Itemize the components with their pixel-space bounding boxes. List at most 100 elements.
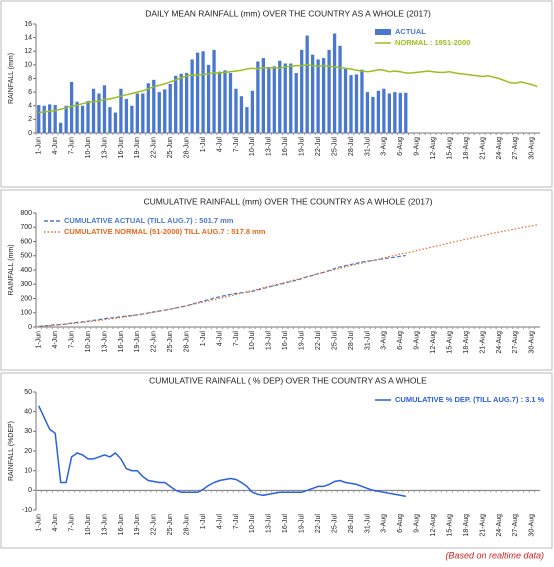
x-tick-label: 31-Jul — [364, 514, 371, 534]
bar — [404, 92, 408, 133]
x-tick-label: 22-Jul — [315, 331, 322, 351]
bar — [398, 92, 402, 133]
x-tick-label: 7-Jun — [68, 331, 75, 349]
y-tick-label: 800 — [20, 210, 32, 217]
x-tick-label: 15-Aug — [446, 331, 453, 354]
bar — [321, 58, 326, 133]
bar — [119, 88, 123, 133]
y-tick-label: 4 — [28, 103, 32, 110]
x-tick-label: 4-Jun — [52, 514, 59, 532]
x-tick-label: 1-Jun — [36, 514, 43, 532]
legend-label: CUMULATIVE % DEP. (TILL AUG.7) : 3.1 % — [395, 395, 545, 404]
y-tick-label: 10 — [24, 468, 32, 475]
bar — [179, 73, 183, 133]
x-tick-label: 7-Jun — [68, 137, 75, 155]
x-tick-label: 21-Aug — [479, 137, 486, 160]
bar — [387, 93, 391, 133]
x-tick-label: 28-Jun — [183, 514, 190, 536]
x-tick-label: 3-Aug — [381, 331, 388, 350]
bar — [223, 70, 227, 133]
x-tick-label: 22-Jun — [151, 514, 158, 536]
y-tick-label: 16 — [24, 21, 32, 28]
bar — [108, 107, 112, 133]
y-tick-label: 0 — [28, 487, 32, 494]
x-tick-label: 19-Jun — [134, 331, 141, 353]
x-tick-label: 22-Jul — [315, 514, 322, 534]
bar — [174, 75, 178, 133]
bar — [37, 105, 41, 133]
x-tick-label: 22-Jun — [151, 331, 158, 353]
y-tick-label: 40 — [24, 409, 32, 416]
x-tick-label: 3-Aug — [381, 137, 388, 156]
x-tick-label: 10-Jun — [85, 137, 92, 159]
x-tick-label: 10-Jun — [85, 514, 92, 536]
bar — [343, 68, 348, 133]
x-tick-label: 27-Aug — [512, 137, 519, 160]
x-tick-label: 1-Jul — [200, 331, 207, 347]
y-tick-label: -10 — [22, 507, 32, 514]
legend-swatch — [375, 29, 391, 35]
x-tick-label: 25-Jul — [331, 514, 338, 534]
bar — [97, 93, 101, 133]
x-tick-label: 19-Jun — [134, 514, 141, 536]
chart-title: CUMULATIVE RAINFALL (mm) OVER THE COUNTR… — [143, 196, 432, 206]
y-tick-label: 14 — [24, 34, 32, 41]
line-series — [38, 224, 538, 328]
bar — [146, 83, 150, 133]
x-tick-label: 9-Aug — [414, 331, 421, 350]
bar — [206, 64, 211, 133]
x-tick-label: 10-Jun — [85, 331, 92, 353]
bar — [91, 88, 96, 133]
x-tick-label: 25-Jun — [167, 137, 174, 159]
x-tick-label: 25-Jun — [167, 514, 174, 536]
bar — [338, 45, 342, 133]
bar — [365, 92, 370, 133]
y-tick-label: 12 — [24, 48, 32, 55]
bar — [316, 59, 320, 133]
x-tick-label: 24-Aug — [496, 331, 503, 354]
bar — [64, 105, 68, 133]
bar — [278, 60, 282, 133]
x-tick-label: 18-Aug — [463, 331, 470, 354]
x-tick-label: 21-Aug — [479, 514, 486, 537]
bar — [256, 61, 260, 133]
x-tick-label: 12-Aug — [430, 331, 437, 354]
x-tick-label: 13-Jun — [101, 331, 108, 353]
y-tick-label: 8 — [28, 75, 32, 82]
x-tick-label: 16-Jun — [118, 331, 125, 353]
y-axis-label: RAINFALL (mm) — [8, 244, 15, 295]
x-tick-label: 16-Jun — [118, 514, 125, 536]
x-tick-label: 30-Aug — [529, 331, 536, 354]
bar — [294, 73, 298, 133]
x-tick-label: 9-Aug — [414, 514, 421, 533]
chart-title: CUMULATIVE RAINFALL ( % DEP) OVER THE CO… — [149, 375, 427, 385]
x-tick-label: 18-Aug — [463, 514, 470, 537]
x-tick-label: 4-Jul — [216, 514, 223, 530]
x-tick-label: 13-Jul — [266, 137, 273, 157]
x-tick-label: 25-Jul — [331, 137, 338, 157]
bar — [289, 63, 293, 134]
bar — [124, 98, 129, 133]
bar — [168, 83, 172, 133]
x-tick-label: 7-Jul — [233, 514, 240, 530]
x-tick-label: 7-Jun — [68, 514, 75, 532]
x-tick-label: 30-Aug — [529, 137, 536, 160]
x-tick-label: 15-Aug — [446, 514, 453, 537]
bar — [376, 90, 381, 133]
bar — [245, 107, 249, 133]
x-tick-label: 28-Jul — [348, 514, 355, 534]
bar — [163, 89, 167, 133]
x-tick-label: 4-Jul — [216, 137, 223, 153]
x-tick-label: 13-Jun — [101, 514, 108, 536]
legend-label: CUMULATIVE NORMAL (51-2000) TILL AUG.7 :… — [64, 227, 266, 236]
x-tick-label: 1-Jun — [36, 137, 43, 155]
bar — [157, 92, 161, 133]
line-series — [38, 64, 538, 114]
bar — [354, 74, 359, 133]
bar — [113, 112, 118, 133]
y-tick-label: 600 — [20, 238, 32, 245]
legend-label: NORMAL : 1951-2000 — [395, 38, 470, 47]
y-tick-label: 0 — [28, 130, 32, 137]
line-series — [38, 254, 406, 327]
x-tick-label: 19-Jul — [299, 137, 306, 157]
